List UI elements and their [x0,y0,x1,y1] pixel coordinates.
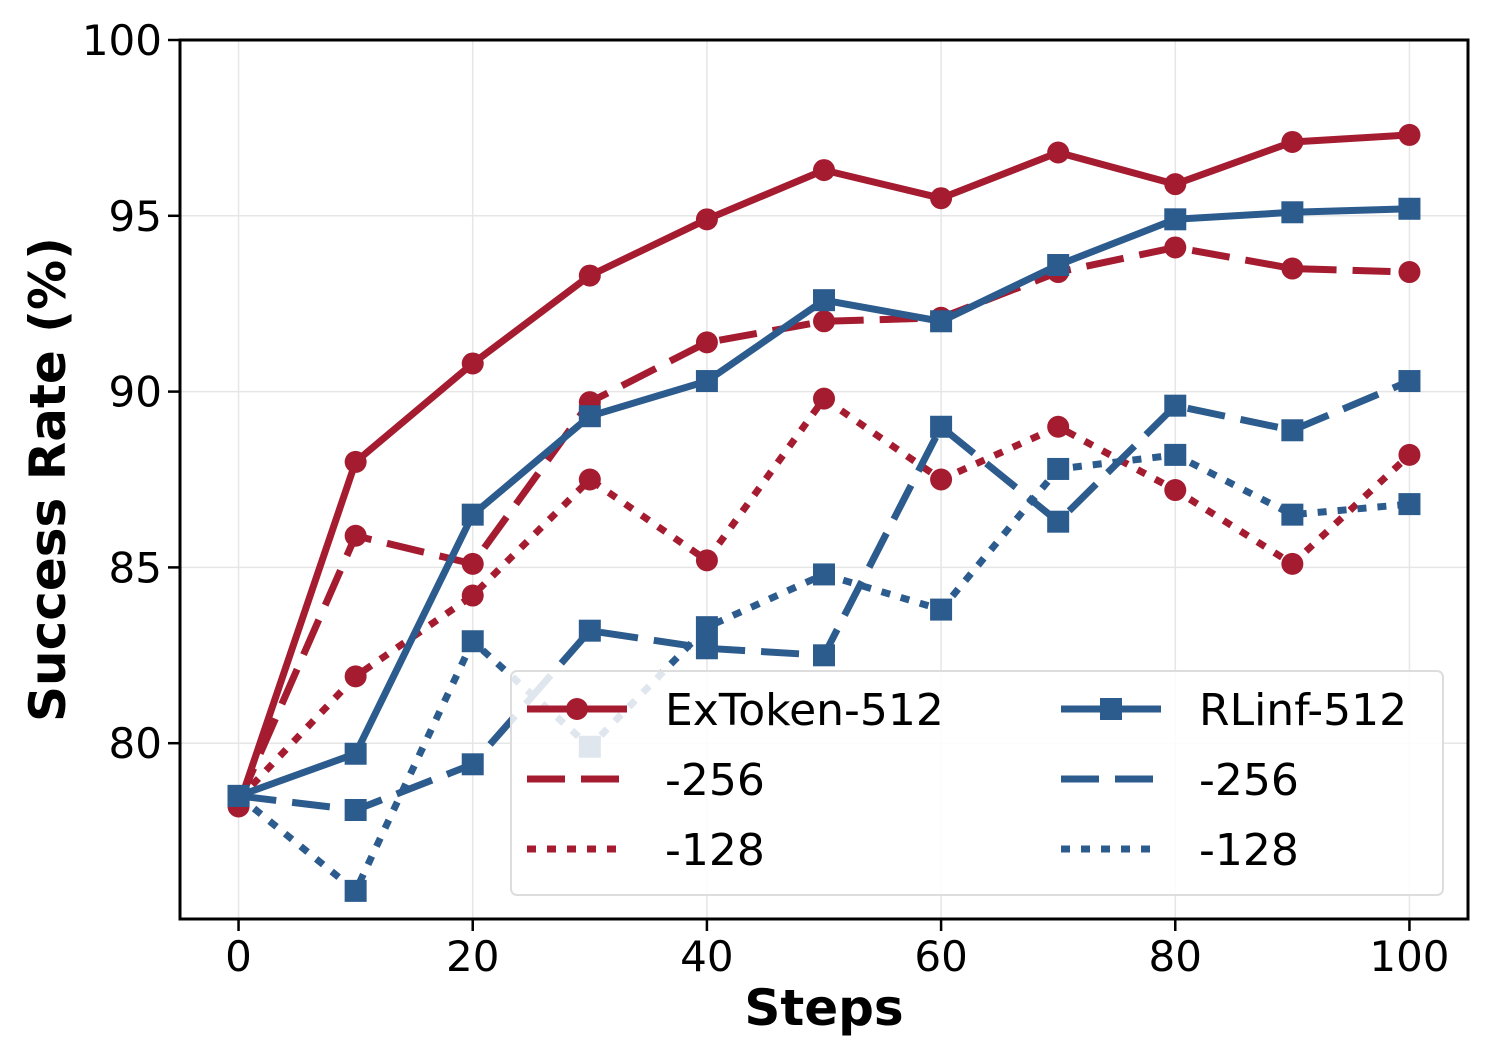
data-point [1398,123,1421,146]
x-tick-label: 100 [1369,932,1449,981]
data-point [813,644,835,667]
data-point [1047,141,1070,164]
legend-entry: -256 [1061,755,1299,806]
data-point [344,879,367,902]
data-point [1398,261,1421,284]
data-point [930,310,953,333]
data-point [930,415,953,438]
data-point [1281,419,1304,442]
data-point [1281,503,1304,526]
y-tick-label: 100 [82,16,162,65]
data-point [1047,254,1070,277]
data-point [1398,370,1421,393]
data-point [930,468,953,491]
data-point [930,187,953,210]
legend-label: -256 [1199,755,1299,806]
data-point [1164,208,1187,231]
data-point [1164,173,1187,196]
axis-ticks: 0 20 40 60 80 100 80 85 90 95 100 [82,16,1450,981]
x-tick-label: 60 [914,932,967,981]
legend-box [510,670,1444,896]
legend-marker [566,698,588,720]
x-tick-label: 40 [680,932,733,981]
data-point [227,784,250,807]
data-point [813,289,835,312]
data-point [1047,415,1070,438]
data-point [1164,443,1187,466]
data-point [1281,257,1304,280]
legend-label: RLinf-512 [1199,685,1407,736]
data-point [1164,236,1187,259]
legend-entry: -128 [527,825,765,876]
data-point [1047,457,1070,480]
legend-entry: -128 [1061,825,1299,876]
x-tick-label: 0 [225,932,252,981]
series-line [236,451,1410,895]
data-point [1398,197,1421,220]
data-point [1281,552,1304,575]
y-tick-label: 95 [109,192,162,241]
data-point [813,563,835,586]
series-4 [227,370,1421,822]
data-point [344,524,367,547]
data-point [578,619,601,642]
data-point [461,630,484,653]
legend-label: -256 [665,755,765,806]
data-point [578,264,601,287]
x-tick-label: 20 [446,932,499,981]
legend-marker [1100,698,1122,720]
series-layer [227,123,1421,902]
data-point [813,159,835,182]
series-line [235,395,1412,802]
data-point [1398,493,1421,516]
data-point [344,742,367,765]
data-point [578,468,601,491]
data-point [695,549,718,572]
data-point [344,665,367,688]
data-point [1047,510,1070,533]
legend-entry: -256 [527,755,765,806]
data-point [461,753,484,776]
data-point [1164,394,1187,417]
y-tick-label: 90 [109,368,162,417]
data-point [461,584,484,607]
data-point [1281,130,1304,153]
y-tick-label: 80 [109,719,162,768]
data-point [461,503,484,526]
data-point [461,352,484,375]
legend: ExToken-512 -256 -128 RLinf-512 -256 -128 [510,670,1444,896]
data-point [813,310,835,333]
data-point [1281,201,1304,224]
data-point [695,616,718,639]
data-point [344,450,367,473]
y-axis-title: Success Rate (%) [19,237,77,722]
data-point [695,637,718,660]
data-point [695,370,718,393]
data-point [1164,479,1187,502]
legend-entry: ExToken-512 [527,685,944,736]
series-line [235,243,1410,805]
data-point [695,208,718,231]
x-axis-title: Steps [744,979,903,1037]
data-point [695,331,718,354]
data-point [1398,443,1421,466]
legend-label: ExToken-512 [665,685,944,736]
data-point [461,552,484,575]
data-point [813,387,835,410]
x-tick-label: 80 [1149,932,1202,981]
y-tick-label: 85 [109,543,162,592]
legend-label: -128 [1199,825,1299,876]
legend-label: -128 [665,825,765,876]
data-point [344,799,367,822]
data-point [930,598,953,621]
legend-entry: RLinf-512 [1061,685,1407,736]
plot-frame [178,38,1470,921]
data-point [578,405,601,428]
